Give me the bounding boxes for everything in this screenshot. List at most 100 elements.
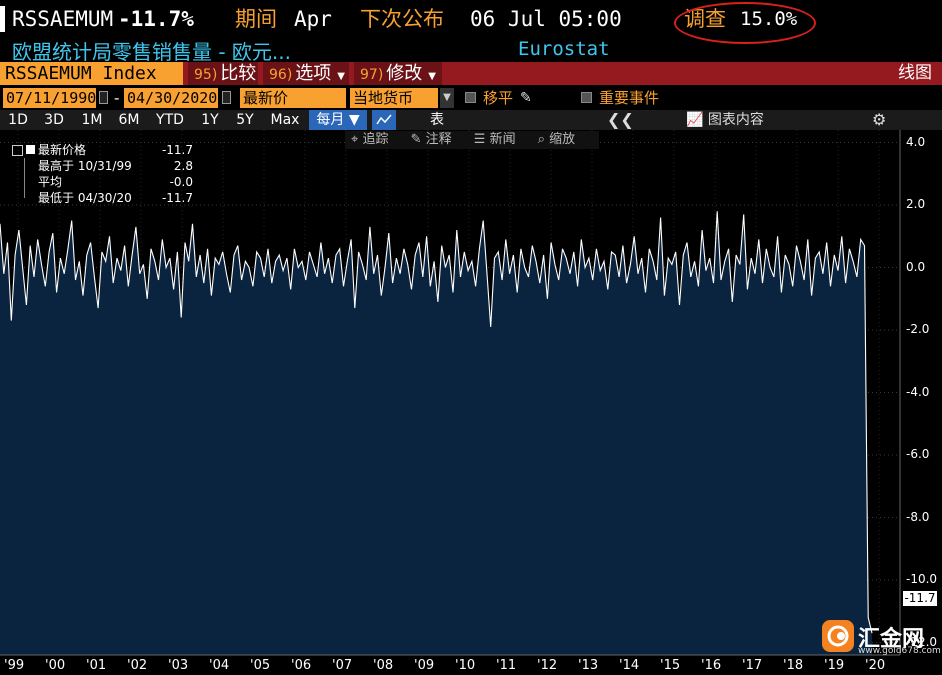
zoom-tool[interactable]: ⌕ 缩放 bbox=[537, 132, 576, 147]
next-release-value: 06 Jul 05:00 bbox=[470, 7, 622, 31]
tab-1y[interactable]: 1Y bbox=[201, 112, 219, 128]
chart-type-label: 线图 bbox=[898, 63, 932, 83]
x-tick-label: '04 bbox=[209, 658, 230, 673]
tab-1d[interactable]: 1D bbox=[8, 112, 28, 128]
note-tool[interactable]: ✎ 注释 bbox=[410, 132, 452, 147]
end-date-field[interactable]: 04/30/2020 bbox=[124, 88, 218, 108]
legend-connector bbox=[24, 174, 25, 190]
x-tick-label: '10 bbox=[455, 658, 476, 673]
frequency-select[interactable]: 每月 ▼ bbox=[309, 110, 367, 130]
x-tick-label: '09 bbox=[414, 658, 435, 673]
legend-value: -11.7 bbox=[161, 143, 193, 157]
tab-3d[interactable]: 3D bbox=[44, 112, 64, 128]
x-tick-label: '06 bbox=[291, 658, 312, 673]
tab-max[interactable]: Max bbox=[270, 112, 300, 128]
price-field-select[interactable]: 最新价 bbox=[240, 88, 346, 108]
legend-panel: 最新价格 -11.7 最高于 10/31/99 2.8 平均 -0.0 最低于 … bbox=[8, 142, 193, 206]
y-tick-label: 4.0 bbox=[906, 134, 926, 149]
moving-average-checkbox[interactable] bbox=[465, 92, 476, 103]
track-tool[interactable]: ⌖ 追踪 bbox=[351, 132, 389, 147]
legend-row-last: 最新价格 -11.7 bbox=[8, 142, 193, 158]
tab-6m[interactable]: 6M bbox=[118, 112, 140, 128]
tab-5y[interactable]: 5Y bbox=[236, 112, 254, 128]
legend-connector bbox=[24, 190, 25, 198]
x-tick-label: '03 bbox=[168, 658, 189, 673]
legend-value: -11.7 bbox=[161, 191, 193, 205]
x-tick-label: '99 bbox=[4, 658, 25, 673]
chart-tools-bar: ⌖ 追踪 ✎ 注释 ☰ 新闻 ⌕ 缩放 bbox=[345, 131, 600, 149]
legend-connector bbox=[24, 158, 25, 174]
x-tick-label: '17 bbox=[742, 658, 763, 673]
calendar-icon[interactable] bbox=[222, 91, 231, 104]
events-label: 重要事件 bbox=[599, 89, 660, 107]
x-tick-label: '00 bbox=[45, 658, 66, 673]
table-button[interactable]: 表 bbox=[430, 112, 444, 128]
x-tick-label: '13 bbox=[578, 658, 599, 673]
y-tick-label: -4.0 bbox=[906, 384, 930, 399]
news-label: 新闻 bbox=[489, 132, 516, 147]
watermark-name: 汇金网 bbox=[858, 627, 925, 652]
x-tick-label: '15 bbox=[660, 658, 681, 673]
x-tick-label: '01 bbox=[86, 658, 107, 673]
date-separator: - bbox=[114, 89, 120, 107]
legend-value: 2.8 bbox=[173, 159, 193, 173]
y-tick-label: -6.0 bbox=[906, 447, 930, 461]
ticker-symbol[interactable]: RSSAEMUM bbox=[12, 7, 114, 31]
x-tick-label: '20 bbox=[865, 658, 886, 673]
options-button-label: 选项 bbox=[295, 63, 332, 84]
legend-label: 平均 bbox=[38, 175, 63, 189]
modify-button[interactable]: 97) 修改 ▼ bbox=[354, 62, 442, 85]
legend-collapse-icon[interactable] bbox=[12, 145, 23, 156]
legend-value: -0.0 bbox=[169, 175, 193, 189]
series-area bbox=[0, 211, 872, 656]
compare-button[interactable]: 95) 比较 bbox=[188, 62, 258, 85]
chart-content-button[interactable]: 📈 图表内容 bbox=[686, 110, 764, 130]
compare-button-label: 比较 bbox=[220, 63, 257, 84]
legend-label: 最低于 04/30/20 bbox=[38, 191, 132, 205]
security-field[interactable]: RSSAEMUM Index bbox=[0, 62, 183, 85]
y-tick-label: -8.0 bbox=[906, 509, 930, 524]
moving-average-label: 移平 bbox=[483, 89, 514, 107]
security-description: 欧盟统计局零售销售量 - 欧元... bbox=[12, 40, 292, 64]
chevron-down-icon: ▼ bbox=[428, 71, 436, 82]
modify-button-label: 修改 bbox=[386, 63, 423, 84]
zoom-label: 缩放 bbox=[549, 132, 576, 147]
start-date-field[interactable]: 07/11/1990 bbox=[3, 88, 96, 108]
x-tick-label: '12 bbox=[537, 658, 558, 673]
pencil-icon[interactable]: ✎ bbox=[520, 90, 532, 106]
chart-plot[interactable] bbox=[0, 130, 942, 675]
x-tick-label: '11 bbox=[496, 658, 517, 673]
last-change: -11.7% bbox=[118, 7, 194, 31]
x-tick-label: '16 bbox=[701, 658, 722, 673]
data-source: Eurostat bbox=[518, 38, 610, 60]
range-tab-bar bbox=[0, 110, 942, 130]
legend-row-low: 最低于 04/30/20 -11.7 bbox=[8, 190, 193, 206]
note-label: 注释 bbox=[425, 132, 452, 147]
events-checkbox[interactable] bbox=[581, 92, 592, 103]
y-tick-label: 2.0 bbox=[906, 197, 926, 211]
chevron-down-icon[interactable]: ▼ bbox=[440, 88, 454, 108]
track-label: 追踪 bbox=[362, 132, 389, 147]
x-tick-label: '18 bbox=[783, 658, 804, 673]
y-tick-label: -10.0 bbox=[906, 572, 938, 586]
modify-button-num: 97) bbox=[360, 67, 384, 83]
options-button[interactable]: 96) 选项 ▼ bbox=[263, 62, 349, 85]
x-tick-label: '07 bbox=[332, 658, 353, 673]
y-tick-label: -12.0 bbox=[906, 634, 938, 649]
options-button-num: 96) bbox=[269, 67, 293, 83]
calendar-icon[interactable] bbox=[99, 91, 108, 104]
news-tool[interactable]: ☰ 新闻 bbox=[473, 132, 516, 147]
line-chart-toggle[interactable] bbox=[372, 110, 396, 130]
next-release-label: 下次公布 bbox=[360, 7, 444, 31]
gear-icon[interactable]: ⚙ bbox=[872, 110, 887, 129]
watermark-url: www.gold678.com bbox=[858, 646, 941, 656]
collapse-double-chevron-icon[interactable]: ❮❮ bbox=[607, 110, 634, 129]
x-tick-label: '14 bbox=[619, 658, 640, 673]
currency-select[interactable]: 当地货币 bbox=[350, 88, 438, 108]
legend-swatch bbox=[26, 145, 35, 154]
series-line bbox=[0, 211, 873, 634]
tab-ytd[interactable]: YTD bbox=[156, 112, 184, 128]
tab-1m[interactable]: 1M bbox=[81, 112, 103, 128]
legend-label: 最新价格 bbox=[38, 143, 87, 157]
x-tick-label: '19 bbox=[824, 658, 845, 673]
